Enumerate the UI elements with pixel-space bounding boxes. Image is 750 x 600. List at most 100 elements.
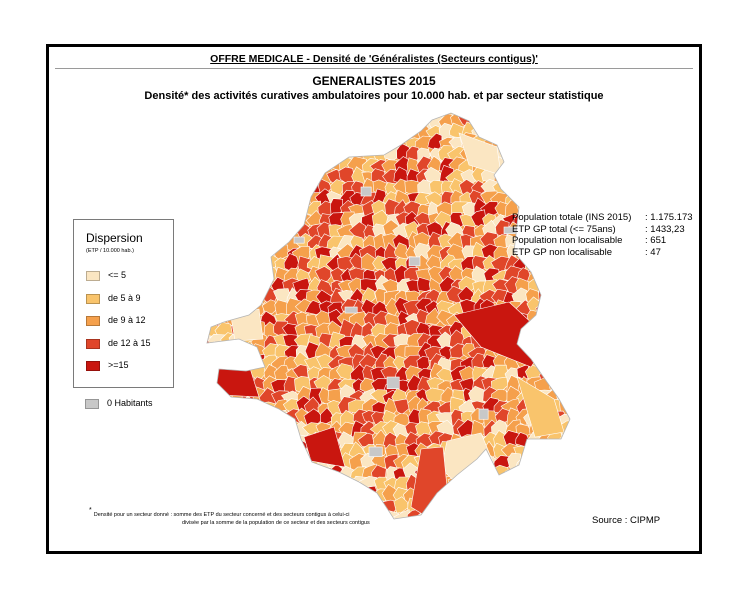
sector-cell <box>571 512 590 525</box>
sector-cell <box>572 333 588 350</box>
sector-cell <box>549 498 566 518</box>
sector-cell <box>505 507 521 519</box>
sector-cell <box>220 465 235 484</box>
sector-cell <box>393 113 414 130</box>
sector-cell <box>207 113 225 130</box>
sector-cell <box>536 484 554 502</box>
sector-cell <box>536 507 555 519</box>
sector-cell <box>217 159 233 174</box>
sector-zero-population <box>408 256 421 267</box>
sector-cell <box>306 143 323 161</box>
legend-subtitle: (ETP / 10.000 hab.) <box>86 248 134 254</box>
sector-cell <box>572 389 587 405</box>
stat-label: ETP GP total (<= 75ans) <box>512 223 616 235</box>
sector-cell <box>272 113 290 118</box>
sector-cell <box>536 137 555 153</box>
sector-cell <box>272 180 288 199</box>
sector-cell <box>219 434 237 451</box>
sector-cell <box>207 288 224 304</box>
sector-cell <box>461 476 477 492</box>
sector-cell <box>429 520 446 537</box>
sector-cell <box>219 398 237 417</box>
sector-cell <box>457 497 476 515</box>
sector-cell <box>240 146 256 162</box>
sector-cell <box>207 255 214 270</box>
sector-cell <box>216 443 238 460</box>
sector-cell <box>226 277 245 296</box>
sector-cell <box>241 189 256 207</box>
sector-cell <box>254 169 271 186</box>
legend-label-zero: 0 Habitants <box>107 398 153 408</box>
sector-cell <box>546 255 566 273</box>
sector-cell <box>515 487 531 502</box>
sector-cell <box>556 180 570 196</box>
sector-cell <box>207 434 213 452</box>
sector-cell <box>515 125 529 141</box>
sector-cell <box>273 123 294 140</box>
sector-cell <box>484 478 501 492</box>
map-subtitle: Densité* des activités curatives ambulat… <box>144 90 604 102</box>
sector-cell <box>537 442 552 463</box>
sector-cell <box>494 497 510 517</box>
sector-cell <box>493 519 509 537</box>
sector-cell <box>339 483 358 502</box>
legend: Dispersion (ETP / 10.000 hab.) <= 5 de 5… <box>73 219 174 388</box>
sector-cell <box>249 434 268 450</box>
sector-cell <box>317 113 335 119</box>
sector-cell <box>536 125 554 141</box>
sector-cell <box>569 520 587 538</box>
sector-cell <box>447 509 468 519</box>
legend-label: de 9 à 12 <box>108 315 146 325</box>
sector-cell <box>231 476 244 493</box>
sector-cell <box>546 158 564 177</box>
sector-cell <box>394 123 411 141</box>
sector-cell <box>394 522 412 538</box>
sector-cell <box>559 510 570 519</box>
sector-cell <box>546 299 568 317</box>
sector-cell <box>276 430 292 450</box>
sector-cell <box>284 145 304 163</box>
sector-cell <box>207 475 221 493</box>
sector-cell <box>207 366 213 386</box>
sector-cell <box>217 423 237 438</box>
sector-cell <box>515 113 532 119</box>
stat-value: : 651 <box>645 235 667 246</box>
stat-value: : 47 <box>645 246 661 258</box>
map-title: GENERALISTES 2015 <box>312 74 436 88</box>
sector-cell <box>273 444 293 463</box>
sector-cell <box>304 466 324 484</box>
stat-label: Population totale (INS 2015) <box>512 212 632 223</box>
sector-cell <box>239 234 257 249</box>
sector-cell <box>571 343 589 358</box>
sector-cell <box>216 254 234 272</box>
sector-cell <box>241 198 257 220</box>
legend-label: >=15 <box>108 360 129 370</box>
sector-cell <box>207 210 211 226</box>
sector-cell <box>536 466 554 484</box>
sector-cell <box>326 487 342 507</box>
sector-cell <box>229 113 244 133</box>
sector-cell <box>437 496 457 516</box>
sector-cell <box>525 123 544 141</box>
sector-cell <box>217 179 236 199</box>
sector-cell <box>548 276 566 298</box>
sector-cell <box>504 179 522 195</box>
sector-cell <box>528 486 544 505</box>
city-boundary <box>206 112 571 520</box>
sector-cell <box>261 178 280 197</box>
sector-cell <box>513 135 536 153</box>
sector-cell <box>252 191 269 208</box>
sector-cell <box>568 496 570 517</box>
sector-cell <box>392 113 410 120</box>
sector-cell <box>253 124 270 140</box>
sector-cell <box>528 153 545 175</box>
sector-cell <box>470 494 487 516</box>
sector-cell <box>571 445 588 461</box>
sector-cell <box>517 156 534 172</box>
sector-cell <box>537 191 556 209</box>
sector-cell <box>237 168 258 185</box>
sector-cell <box>547 145 564 162</box>
sector-cell <box>549 443 566 461</box>
sector-cell <box>539 353 555 371</box>
sector-cell <box>503 122 524 141</box>
